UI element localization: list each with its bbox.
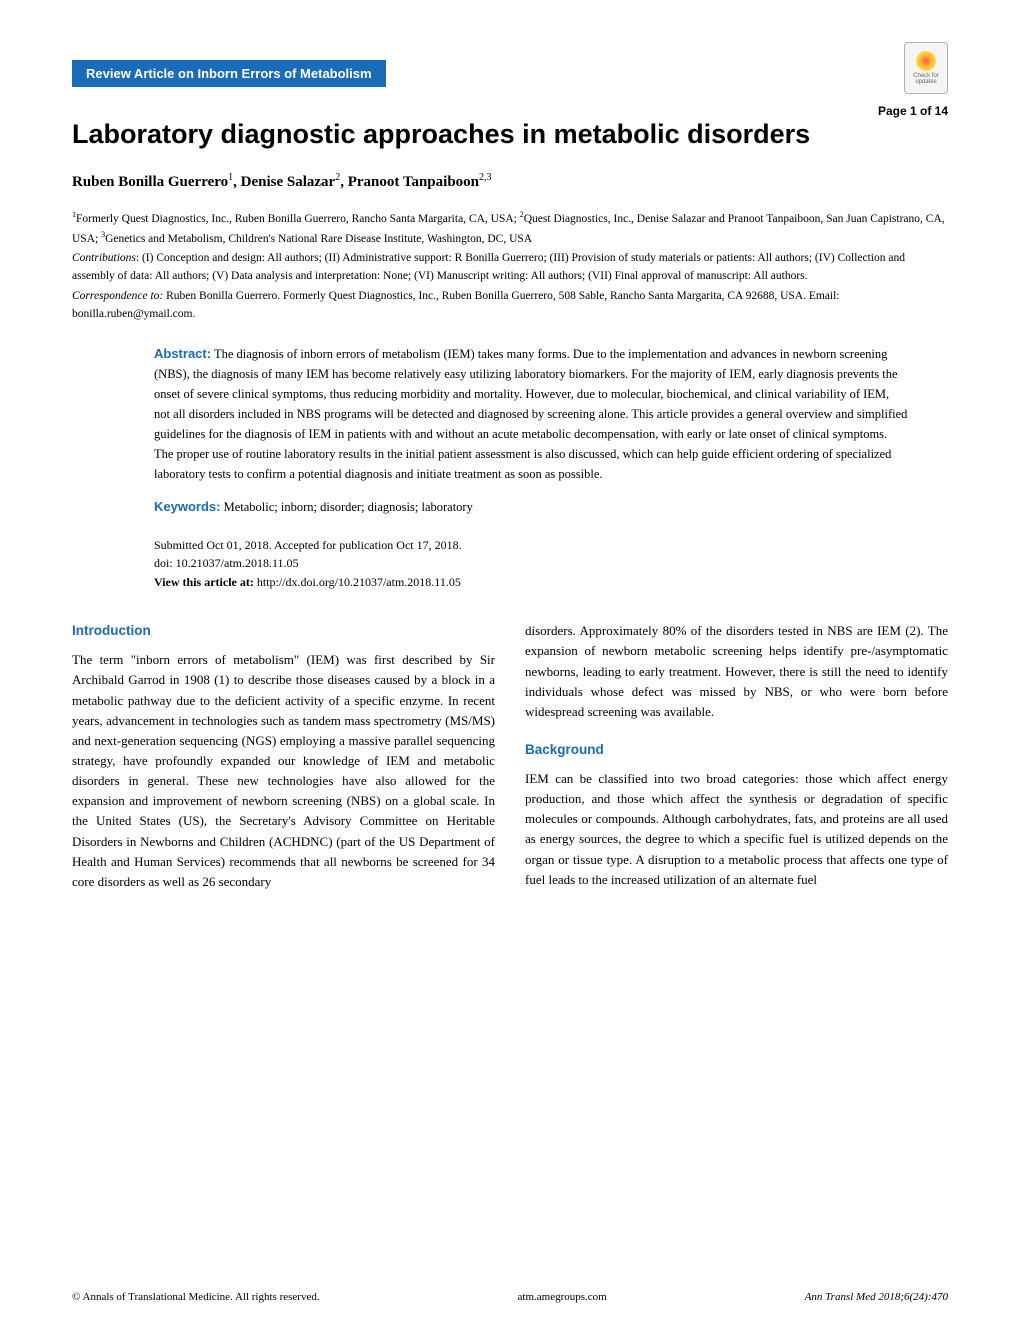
- keywords-label: Keywords:: [154, 499, 220, 514]
- footer-url[interactable]: atm.amegroups.com: [518, 1291, 607, 1303]
- correspondence-label: Correspondence to:: [72, 290, 163, 302]
- correspondence: Correspondence to: Ruben Bonilla Guerrer…: [72, 288, 948, 324]
- background-text: IEM can be classified into two broad cat…: [525, 769, 948, 890]
- keywords-block: Keywords: Metabolic; inborn; disorder; d…: [154, 498, 908, 516]
- body-columns: Introduction The term "inborn errors of …: [72, 621, 948, 892]
- column-left: Introduction The term "inborn errors of …: [72, 621, 495, 892]
- footer-citation: Ann Transl Med 2018;6(24):470: [805, 1291, 948, 1303]
- introduction-text: The term "inborn errors of metabolism" (…: [72, 650, 495, 892]
- doi-line: doi: 10.21037/atm.2018.11.05: [154, 554, 908, 573]
- column-right: disorders. Approximately 80% of the diso…: [525, 621, 948, 892]
- contributions-label: Contributions: [72, 252, 136, 264]
- crossmark-icon: [916, 51, 936, 71]
- abstract-block: Abstract: The diagnosis of inborn errors…: [154, 344, 908, 484]
- contributions: Contributions: (I) Conception and design…: [72, 250, 948, 286]
- view-label: View this article at:: [154, 575, 254, 589]
- crossmark-label-2: updates: [915, 79, 936, 85]
- background-heading: Background: [525, 740, 948, 761]
- introduction-heading: Introduction: [72, 621, 495, 642]
- crossmark-badge[interactable]: Check for updates: [904, 42, 948, 94]
- view-url[interactable]: http://dx.doi.org/10.21037/atm.2018.11.0…: [254, 575, 461, 589]
- article-category-bar: Review Article on Inborn Errors of Metab…: [72, 60, 386, 87]
- page-footer: © Annals of Translational Medicine. All …: [72, 1291, 948, 1303]
- article-title: Laboratory diagnostic approaches in meta…: [72, 119, 948, 150]
- submitted-line: Submitted Oct 01, 2018. Accepted for pub…: [154, 536, 908, 555]
- col2-continuation-text: disorders. Approximately 80% of the diso…: [525, 621, 948, 722]
- abstract-label: Abstract:: [154, 346, 211, 361]
- affiliations: 1Formerly Quest Diagnostics, Inc., Ruben…: [72, 209, 948, 248]
- contributions-text: : (I) Conception and design: All authors…: [72, 252, 905, 282]
- view-line: View this article at: http://dx.doi.org/…: [154, 573, 908, 592]
- footer-copyright: © Annals of Translational Medicine. All …: [72, 1291, 320, 1303]
- abstract-text: The diagnosis of inborn errors of metabo…: [154, 347, 907, 481]
- submission-meta: Submitted Oct 01, 2018. Accepted for pub…: [154, 536, 908, 592]
- authors-line: Ruben Bonilla Guerrero1, Denise Salazar2…: [72, 172, 948, 191]
- correspondence-text: Ruben Bonilla Guerrero. Formerly Quest D…: [72, 290, 840, 320]
- page-number: Page 1 of 14: [878, 104, 948, 118]
- keywords-text: Metabolic; inborn; disorder; diagnosis; …: [220, 500, 472, 514]
